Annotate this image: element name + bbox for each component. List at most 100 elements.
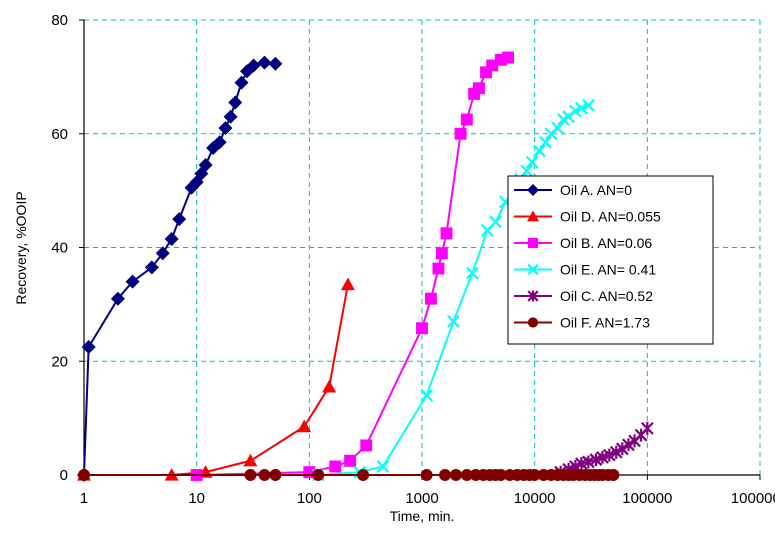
y-tick-label: 80 [51,12,68,29]
data-point [609,445,623,459]
legend-marker [527,210,539,222]
data-point [460,469,473,481]
data-point [258,469,271,481]
legend-entry: Oil E. AN= 0.41 [514,262,656,278]
x-tick-label: 100 [297,490,322,507]
data-point [460,113,473,126]
data-point [81,340,96,355]
y-tick-label: 0 [60,467,68,484]
data-point [243,453,258,467]
legend-marker [527,317,539,328]
data-point [212,135,227,150]
data-point [551,121,565,135]
legend-marker [527,263,539,276]
data-point [376,460,390,473]
legend-box [507,175,714,345]
data-point [439,469,451,481]
series-group [190,51,514,481]
data-point [322,379,337,393]
data-point [449,469,462,481]
series-line [83,61,276,476]
data-point [582,98,595,112]
x-tick-label: 10 [188,490,205,507]
legend-entry: Oil B. AN=0.06 [514,235,652,251]
series-group [78,469,620,481]
legend-marker [527,290,539,302]
legend-marker [527,184,539,196]
data-point [312,469,325,481]
data-point [246,58,261,73]
legend-entry: Oil D. AN=0.055 [514,209,661,225]
data-point [297,419,312,433]
data-point [329,460,342,473]
x-tick-label: 1000000 [731,490,775,507]
data-point [424,292,437,305]
data-point [268,56,283,71]
data-point [244,469,257,481]
y-axis-label: Recovery, %OOIP [13,191,29,304]
data-point [575,101,588,115]
y-tick-label: 60 [51,126,68,143]
data-point [615,442,629,456]
data-point [435,247,448,260]
data-point [607,469,620,481]
data-point [489,215,502,229]
data-point [622,438,635,452]
x-tick-label: 1000 [405,490,438,507]
x-tick-label: 100000 [622,490,672,507]
legend-label: Oil A. AN=0 [560,182,632,198]
data-point [303,466,316,479]
data-point [125,274,140,289]
data-point [602,448,616,462]
legend: Oil A. AN=0 Oil D. AN=0.055 Oil B. AN=0.06… [507,175,714,345]
tick-labels: 1 10 100 1000 10000 100000 1000000 0 20 40 60 80 [51,12,775,507]
data-point [257,55,272,70]
legend-label: Oil D. AN=0.055 [560,209,661,225]
data-point [472,82,485,95]
data-point [440,227,453,240]
data-point [532,144,546,158]
data-point [494,53,507,66]
data-point [520,164,534,178]
data-point [539,135,552,149]
legend-entry: Oil C. AN=0.52 [514,288,653,304]
data-point [416,322,428,335]
data-point [640,421,654,435]
legend-label: Oil E. AN= 0.41 [560,262,656,278]
legend-marker [527,237,539,249]
data-point [144,260,159,275]
data-point [223,109,238,124]
data-point [447,315,460,328]
y-tick-label: 40 [51,240,68,257]
data-point [172,212,187,227]
x-tick-label: 1 [80,490,88,507]
legend-entry: Oil A. AN=0 [514,182,632,198]
data-point [110,291,125,306]
data-point [494,469,507,481]
series-line [84,284,349,476]
data-point [480,66,492,79]
data-point [269,469,282,481]
data-point [344,454,357,467]
data-point [466,266,479,280]
data-point [155,246,170,261]
data-point [502,51,514,64]
data-point [528,469,541,481]
x-axis-label: Time, min. [390,508,455,524]
data-point [420,388,434,402]
data-point [596,450,609,464]
data-point [357,469,370,481]
data-point [234,75,249,90]
legend-label: Oil F. AN=1.73 [560,315,650,331]
legend-label: Oil B. AN=0.06 [560,235,652,251]
legend-label: Oil C. AN=0.52 [560,288,653,304]
data-point [78,469,90,481]
y-tick-label: 20 [51,353,68,370]
plot-area [77,51,654,482]
data-point [340,277,355,291]
data-point [582,455,595,469]
data-point [454,127,467,140]
x-tick-label: 10000 [514,490,556,507]
data-point [218,121,233,136]
